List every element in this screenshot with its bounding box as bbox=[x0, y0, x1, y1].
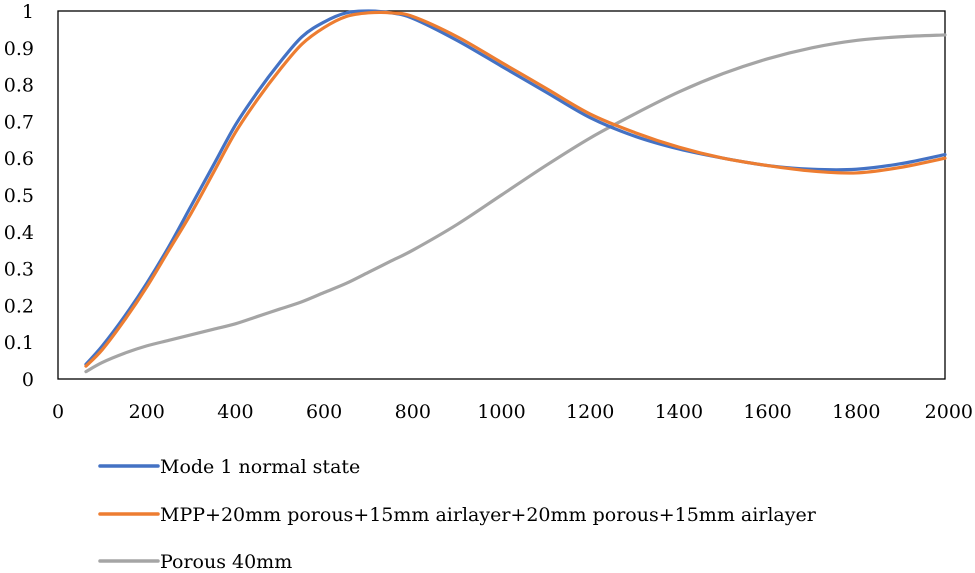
legend-label: Mode 1 normal state bbox=[160, 456, 360, 478]
y-tick-label: 1 bbox=[22, 1, 34, 23]
legend-entry-porous40: Porous 40mm bbox=[98, 551, 292, 573]
x-tick-label: 0 bbox=[52, 401, 64, 423]
legend-label: Porous 40mm bbox=[160, 551, 292, 573]
x-tick-label: 1800 bbox=[832, 401, 880, 423]
y-tick-label: 0.7 bbox=[4, 111, 34, 133]
x-axis-ticks: 0 200 400 600 800 1000 1200 1400 1600 1800 2000 bbox=[52, 401, 973, 423]
x-tick-label: 1400 bbox=[655, 401, 703, 423]
series-line-mode1 bbox=[84, 9, 947, 366]
legend-label: MPP+20mm porous+15mm airlayer+20mm porou… bbox=[160, 504, 817, 526]
x-tick-label: 200 bbox=[129, 401, 165, 423]
y-tick-label: 0.6 bbox=[4, 148, 34, 170]
series-line-mpp bbox=[84, 10, 947, 368]
x-tick-label: 1600 bbox=[743, 401, 791, 423]
y-tick-label: 0 bbox=[22, 369, 34, 391]
y-tick-label: 0.9 bbox=[4, 38, 34, 60]
legend-entry-mpp: MPP+20mm porous+15mm airlayer+20mm porou… bbox=[98, 504, 817, 526]
x-tick-label: 2000 bbox=[925, 401, 973, 423]
y-tick-label: 0.2 bbox=[4, 295, 34, 317]
plot-area bbox=[57, 10, 946, 380]
series-lines bbox=[84, 9, 947, 374]
plot-border bbox=[57, 10, 946, 380]
x-tick-label: 1200 bbox=[566, 401, 614, 423]
y-tick-label: 0.4 bbox=[4, 222, 34, 244]
x-tick-label: 600 bbox=[306, 401, 342, 423]
y-axis-ticks: 0 0.1 0.2 0.3 0.4 0.5 0.6 0.7 0.8 0.9 1 bbox=[4, 1, 34, 391]
legend-entry-mode1: Mode 1 normal state bbox=[98, 456, 360, 478]
y-tick-label: 0.1 bbox=[4, 332, 34, 354]
series-line-porous40 bbox=[84, 33, 947, 374]
legend: Mode 1 normal state MPP+20mm porous+15mm … bbox=[98, 456, 817, 573]
y-tick-label: 0.3 bbox=[4, 259, 34, 281]
x-tick-label: 400 bbox=[217, 401, 253, 423]
y-tick-label: 0.8 bbox=[4, 75, 34, 97]
x-tick-label: 1000 bbox=[477, 401, 525, 423]
x-tick-label: 800 bbox=[395, 401, 431, 423]
y-tick-label: 0.5 bbox=[4, 185, 34, 207]
